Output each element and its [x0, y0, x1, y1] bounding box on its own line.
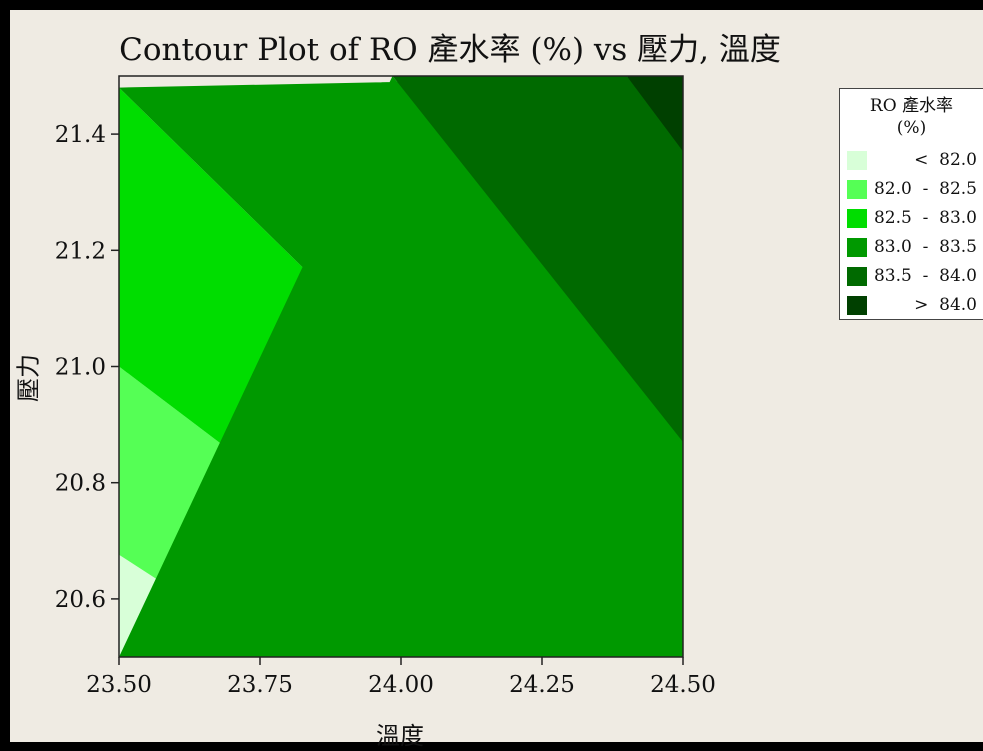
y-axis-label: 壓力	[14, 354, 43, 402]
legend-item: 83.5 - 84.0	[840, 265, 983, 287]
legend-label: 82.0 - 82.5	[873, 179, 977, 199]
legend-label: > 84.0	[914, 295, 977, 315]
legend-label: 83.0 - 83.5	[873, 237, 977, 257]
legend-title-line1: RO 產水率	[869, 96, 954, 116]
legend-title: RO 產水率 (%)	[840, 95, 983, 139]
y-tick-label: 21.0	[55, 355, 106, 381]
x-axis: 23.50 23.75 24.00 24.25 24.50	[86, 657, 716, 698]
legend-item: 82.5 - 83.0	[840, 207, 983, 229]
y-tick-label: 21.4	[55, 122, 106, 148]
x-tick-label: 24.25	[509, 672, 575, 698]
legend-title-line2: (%)	[896, 118, 927, 138]
legend-item: 83.0 - 83.5	[840, 236, 983, 258]
legend-swatch	[847, 267, 867, 286]
legend-label: 82.5 - 83.0	[873, 208, 977, 228]
legend-label: 83.5 - 84.0	[873, 266, 977, 286]
contour-chart: 23.50 23.75 24.00 24.25 24.50 20.6 20.8 21.0 21…	[55, 75, 716, 698]
y-axis: 20.6 20.8 21.0 21.2 21.4	[55, 122, 119, 613]
y-tick-label: 20.8	[55, 471, 106, 497]
contour-regions	[119, 76, 683, 658]
y-tick-label: 21.2	[55, 238, 106, 264]
x-tick-label: 24.00	[368, 672, 434, 698]
chart-frame: 23.50 23.75 24.00 24.25 24.50 20.6 20.8 21.0 21…	[10, 10, 983, 750]
x-tick-label: 24.50	[650, 672, 716, 698]
x-tick-label: 23.75	[227, 672, 293, 698]
contour-region-5	[626, 76, 683, 152]
legend-swatch	[847, 238, 867, 257]
legend-item: 82.0 - 82.5	[840, 178, 983, 200]
legend-item: < 82.0	[840, 149, 983, 171]
chart-title: Contour Plot of RO 產水率 (%) vs 壓力, 溫度	[119, 32, 781, 68]
x-tick-label: 23.50	[86, 672, 152, 698]
legend-swatch	[847, 180, 867, 199]
legend-item: > 84.0	[840, 294, 983, 316]
legend-swatch	[847, 296, 867, 315]
x-axis-label: 溫度	[376, 722, 424, 750]
legend-swatch	[847, 209, 867, 228]
contour-region-4	[392, 76, 683, 442]
legend-swatch	[847, 151, 867, 170]
legend-label: < 82.0	[914, 150, 977, 170]
legend: RO 產水率 (%) < 82.0 82.0 - 82.5 82.5 - 83.0 8…	[839, 88, 983, 320]
y-tick-label: 20.6	[55, 587, 106, 613]
